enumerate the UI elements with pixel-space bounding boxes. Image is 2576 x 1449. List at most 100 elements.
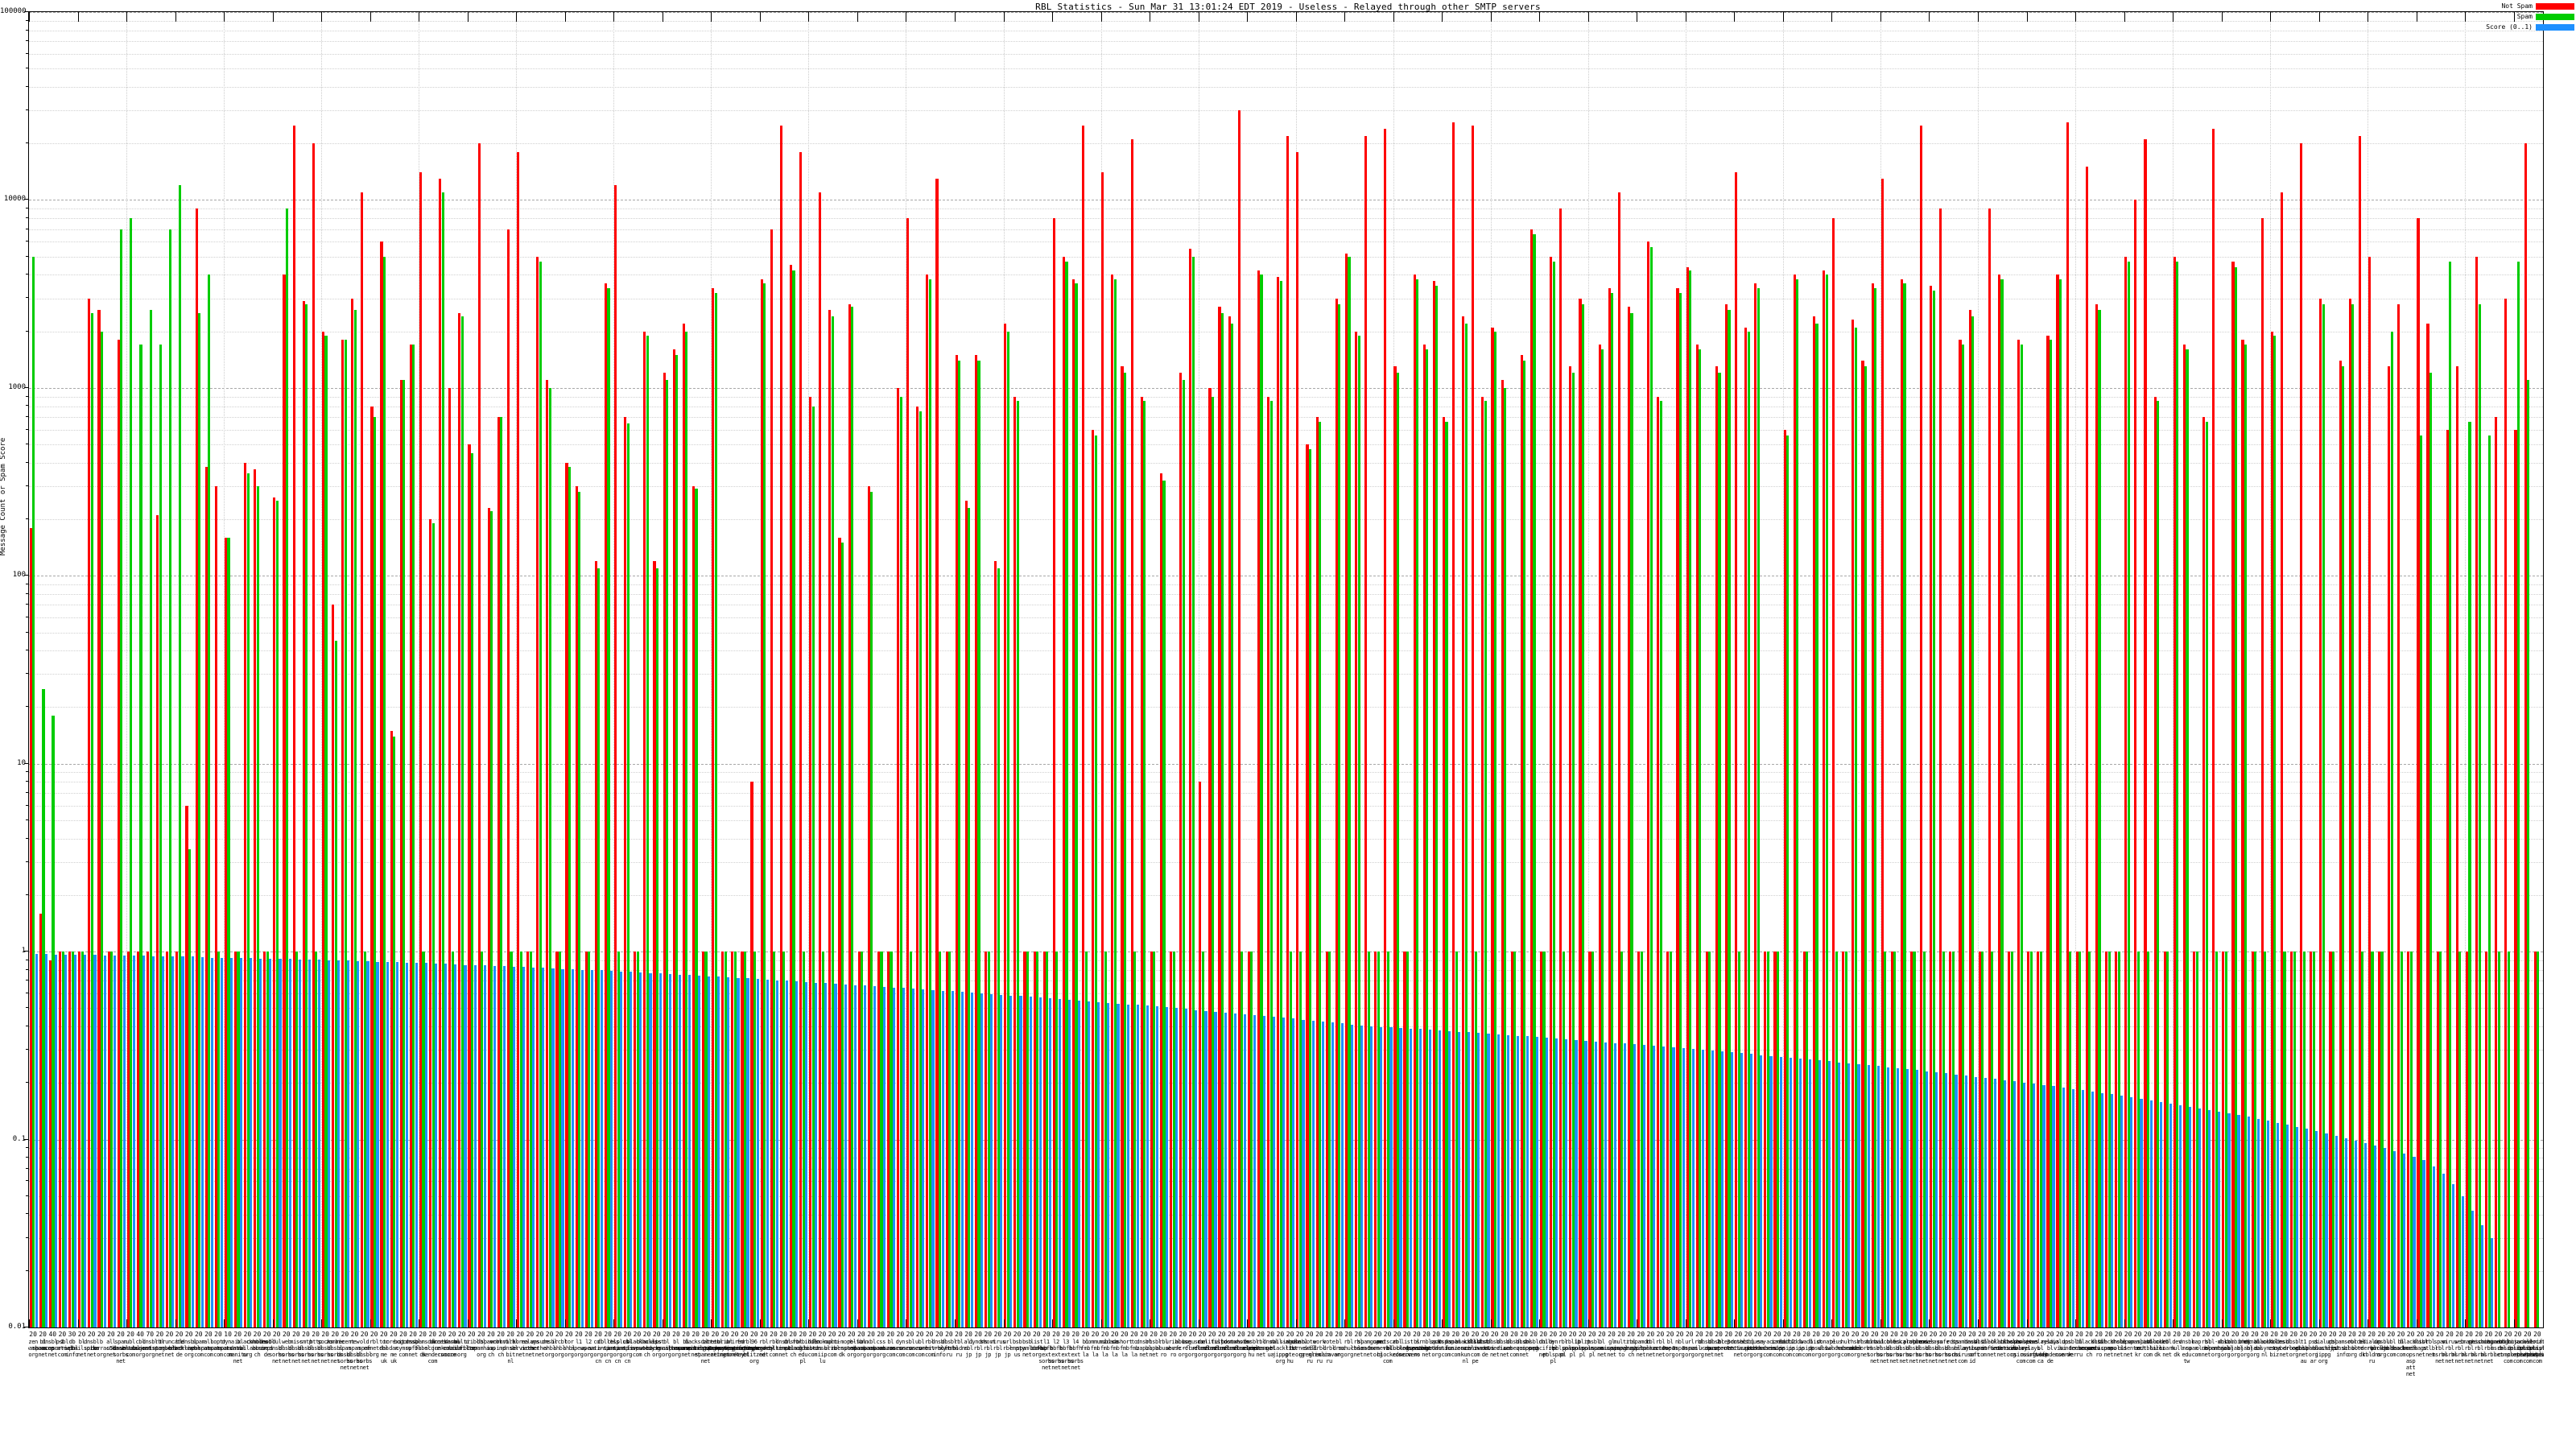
- bar-blue: [708, 976, 711, 1327]
- bar-blue: [240, 958, 243, 1327]
- bar-green: [928, 279, 932, 1327]
- x-label-host-part: msrbl: [2461, 1352, 2477, 1358]
- x-label-host-part: blacklist: [1455, 1339, 1483, 1345]
- x-label-host-part: blackholes: [2254, 1339, 2285, 1345]
- x-label-host-part: kundenserver: [2058, 1345, 2096, 1352]
- x-tick-label: 20 work drbl gremlin ru: [1309, 1330, 1331, 1364]
- x-label-host-part: hil: [807, 1339, 818, 1345]
- bar-red: [224, 537, 227, 1327]
- x-label-host-part: net: [1061, 1364, 1071, 1371]
- x-label-host-part: net: [1489, 1352, 1500, 1358]
- bar-red: [1062, 256, 1065, 1327]
- x-label-host-part: jp: [965, 1352, 972, 1358]
- x-label-count: 20: [2202, 1331, 2211, 1338]
- x-label-host-part: moensted: [831, 1345, 857, 1352]
- x-label-host-part: net: [2298, 1352, 2309, 1358]
- x-label-host-part: rv-soft: [928, 1345, 951, 1352]
- x-tick-label: 20 query bondedsender org: [1748, 1330, 1785, 1358]
- x-tick-label: 20 rdts dnsbl sorbs net: [1942, 1330, 1963, 1364]
- bar-green: [851, 307, 854, 1327]
- x-tick-label: 20 dnsbl antispam or id: [1962, 1330, 1987, 1364]
- bar-red: [1004, 323, 1007, 1327]
- x-label-count: 20: [1753, 1331, 1762, 1338]
- x-tick-label: 20 proxies dnsbl sorbs net: [1913, 1330, 1934, 1364]
- x-label-host-part: com: [2533, 1358, 2542, 1364]
- bar-green: [266, 952, 269, 1327]
- x-label-host-part: org: [1178, 1352, 1188, 1358]
- x-label-host-part: net: [1938, 1358, 1948, 1364]
- bar-green: [2020, 345, 2023, 1327]
- bar-red: [2212, 128, 2215, 1327]
- x-label-host-part: dnsbl: [1292, 1339, 1308, 1345]
- x-tick-label: 20 spam olsentech net: [2118, 1330, 2146, 1358]
- bar-red: [770, 229, 773, 1327]
- bar-red: [2310, 952, 2313, 1327]
- gridline-minor: [29, 417, 2543, 418]
- x-label-host-part: dnsbl: [1496, 1339, 1513, 1345]
- bar-green: [811, 406, 815, 1327]
- x-label-host-part: nether: [520, 1345, 539, 1352]
- bar-red: [1812, 316, 1816, 1327]
- x-tick-label: 20 phishing rbl msrbl net: [2468, 1330, 2493, 1364]
- x-tick-label: 20 problems dnsbl sorbs net: [1903, 1330, 1928, 1364]
- bar-green: [617, 952, 620, 1327]
- x-label-count: 20: [107, 1331, 115, 1338]
- bar-blue: [2422, 1159, 2425, 1327]
- x-label-count: 20: [184, 1331, 193, 1338]
- x-label-count: 20: [633, 1331, 642, 1338]
- x-label-count: 20: [1695, 1331, 1703, 1338]
- x-tick-label: 20 rbl zenon net: [1650, 1330, 1671, 1358]
- bar-red: [88, 298, 91, 1327]
- x-label-host-part: sa: [1111, 1339, 1118, 1345]
- x-label-host-part: dyndns: [968, 1339, 988, 1345]
- x-label-host-part: net: [1265, 1345, 1276, 1352]
- x-tick-bottom: [564, 1319, 566, 1327]
- x-label-host-part: bl: [2076, 1339, 2083, 1345]
- y-tick-mark-minor: [26, 142, 28, 144]
- x-tick-label: 20 iadb2 isipp com: [1777, 1330, 1798, 1358]
- x-tick-top: [77, 12, 79, 22]
- x-label-host-part: pbl: [847, 1339, 857, 1345]
- x-label-host-part: ips: [652, 1339, 662, 1345]
- bar-blue: [1136, 1005, 1139, 1327]
- x-label-host-part: or: [1969, 1352, 1975, 1358]
- bar-green: [1591, 952, 1595, 1327]
- y-tick-mark-minor: [26, 592, 28, 594]
- bar-blue: [1107, 1002, 1110, 1327]
- x-label-host-part: rblip: [1565, 1339, 1581, 1345]
- bar-blue: [35, 954, 38, 1327]
- x-tick-bottom: [2513, 1319, 2515, 1327]
- x-label-host-part: dnsbl: [288, 1345, 304, 1352]
- x-tick-label: 20 spam pedantic org: [1426, 1330, 1451, 1358]
- bar-red: [2300, 143, 2303, 1327]
- x-label-count: 20: [438, 1331, 447, 1338]
- x-label-host-part: abuseat: [130, 1345, 151, 1352]
- bar-red: [1909, 952, 1913, 1327]
- bar-red: [1071, 279, 1075, 1327]
- x-tick-label: 20 bl technoserv ru: [2069, 1330, 2100, 1358]
- x-tick-label: 20 bl deadbeef com: [2391, 1330, 2416, 1358]
- bar-red: [1715, 366, 1718, 1327]
- bar-blue: [425, 963, 428, 1327]
- x-label-host-part: cymru: [395, 1345, 411, 1352]
- bar-green: [353, 310, 357, 1327]
- bar-blue: [2120, 1096, 2124, 1327]
- bar-green: [939, 952, 942, 1327]
- x-label-host-part: spews: [2022, 1339, 2039, 1345]
- bar-red: [156, 515, 159, 1327]
- x-label-host-part: net: [1899, 1358, 1909, 1364]
- x-label-host-part: de: [175, 1352, 183, 1358]
- x-tick-label: 20 list blogspambl com: [1397, 1330, 1428, 1358]
- x-label-count: 20: [945, 1331, 953, 1338]
- x-label-count: 20: [1988, 1331, 1996, 1338]
- x-label-host-part: atlbl: [2422, 1345, 2438, 1352]
- x-tick-top: [711, 12, 712, 22]
- x-tick-label: 20 blacklist sci kun nl: [1455, 1330, 1483, 1364]
- x-label-count: 20: [2192, 1331, 2201, 1338]
- x-label-count: 20: [2387, 1331, 2396, 1338]
- x-tick-label: 20 vote drbl caravan ru: [1319, 1330, 1340, 1364]
- bar-green: [1211, 396, 1215, 1327]
- x-label-host-part: verified: [2526, 1339, 2544, 1345]
- bar-red: [2446, 429, 2449, 1327]
- x-tick-label: 20 whois rfc-clueless org: [1231, 1330, 1268, 1358]
